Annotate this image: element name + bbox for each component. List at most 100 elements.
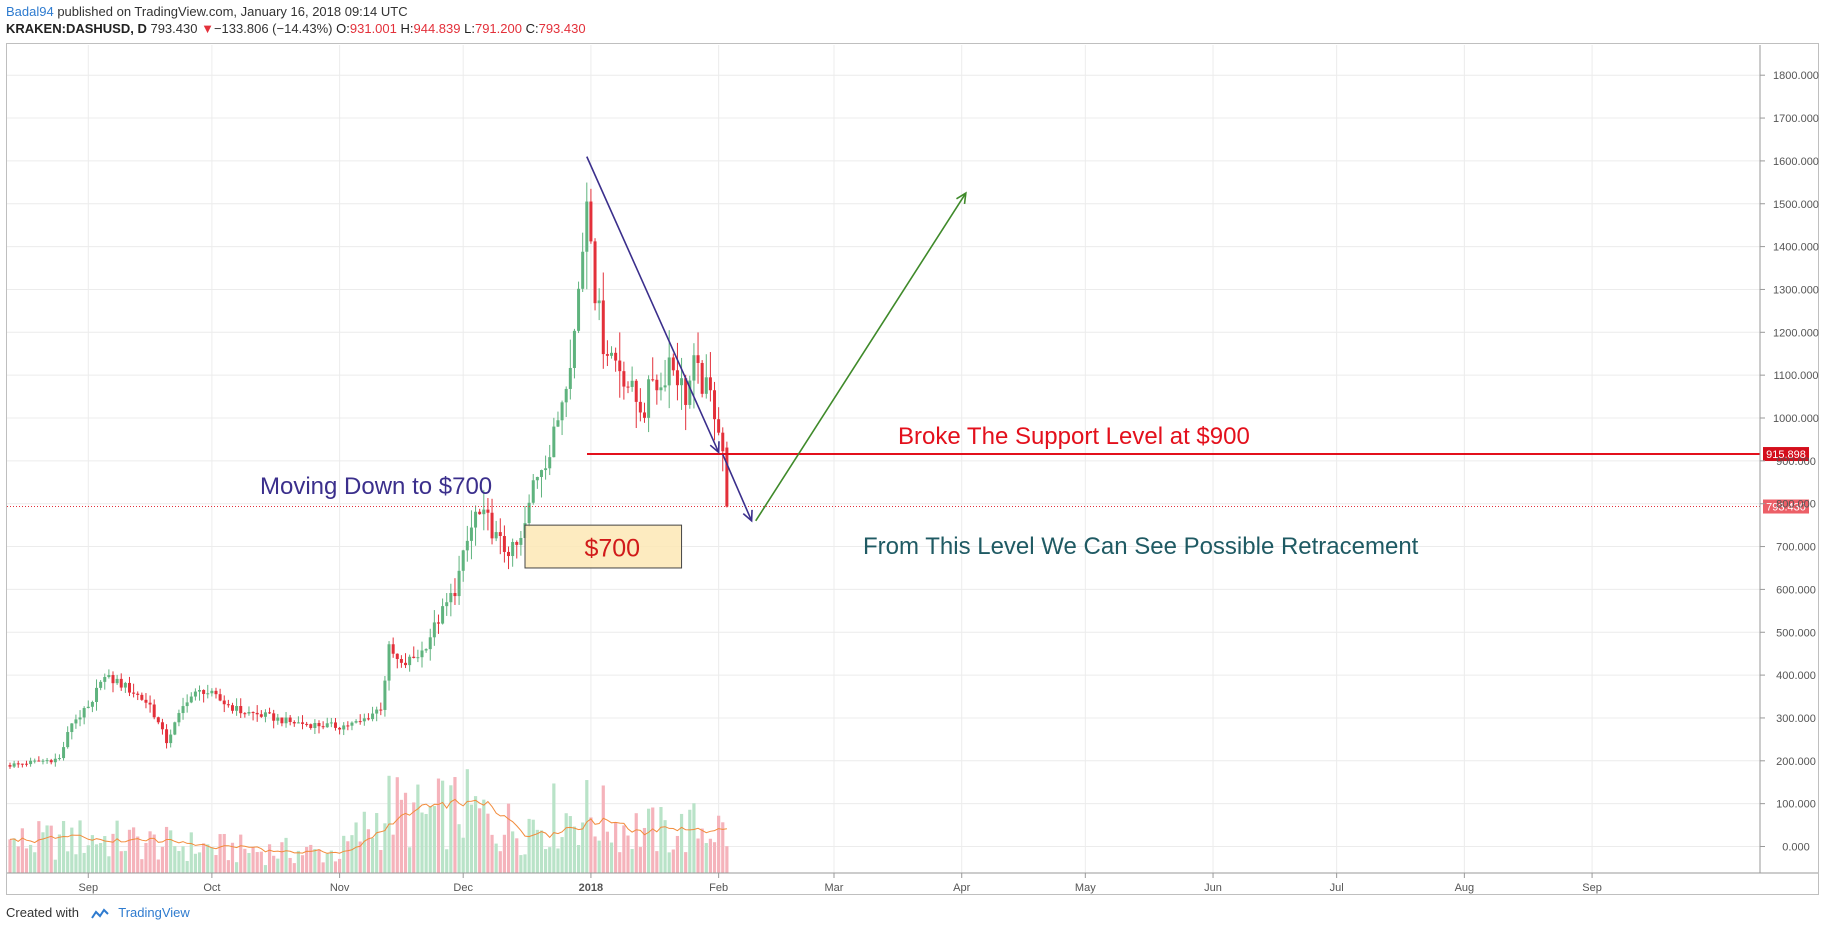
candle-body [379,709,383,711]
volume-bar [655,851,659,873]
volume-bar [366,829,371,873]
volume-bar [515,838,519,873]
candle-body [461,550,465,571]
candle-body [82,708,86,718]
time-tick-label: Jun [1204,882,1222,894]
time-tick-label: Feb [709,882,728,894]
price-tick-label: 900.000 [1776,456,1816,468]
candle-body [511,541,515,557]
price-chart[interactable]: 915.898 793.430 Broke The Support Level a… [0,0,1824,900]
candle-body [53,758,57,763]
volume-bar [445,849,449,873]
candle-body [556,420,560,427]
volume-bar [251,847,255,873]
price-tick-label: 300.000 [1776,713,1816,725]
volume-bar [280,842,284,873]
grid-lines [7,45,1760,873]
price-tick-label: 0.000 [1782,842,1810,854]
volume-bar [329,850,333,873]
volume-bar [317,849,321,873]
volume-bar [428,806,432,873]
candle-body [404,662,408,666]
candle-body [618,360,622,372]
candle-body [70,723,74,733]
candlesticks [8,182,729,769]
candle-body [189,696,193,703]
price-levels: 915.898 793.430 [7,447,1809,514]
candle-body [713,390,717,420]
price-tick-label: 200.000 [1776,756,1816,768]
volume-bar [700,828,704,873]
author-link[interactable]: Badal94 [6,4,54,19]
volume-bar [581,822,585,873]
candle-body [16,763,20,765]
candle-body [350,722,354,726]
volume-bar [539,830,544,873]
candle-body [45,760,49,762]
candle-body [280,717,284,724]
volume-bar [202,843,206,873]
volume-bar [226,860,230,873]
volume-bar [99,843,103,873]
candle-body [375,709,379,714]
volume-bar [354,822,358,873]
time-tick-label: May [1075,882,1096,894]
annotation-retracement: From This Level We Can See Possible Retr… [863,533,1419,560]
downtrend-arrow [586,156,720,453]
candle-body [66,732,70,748]
volume-bar [478,808,482,873]
volume-bar [375,813,379,873]
volume-bar [461,837,465,873]
candle-body [449,593,453,603]
candle-body [136,693,140,695]
volume-bar [416,784,420,873]
candle-body [651,379,655,381]
chart-frame[interactable] [6,43,1819,895]
candle-body [12,763,16,767]
candle-body [642,412,646,418]
annotation-zone-price: $700 [584,535,640,563]
candle-body [292,721,296,724]
low-value: 791.200 [474,21,522,36]
candle-body [272,713,276,721]
volume-bar [692,803,696,873]
volume-bar [255,852,259,873]
candle-body [86,706,90,709]
volume-bar [296,850,300,873]
candle-body [358,721,362,723]
open-value: 931.001 [349,21,397,36]
volume-bar [498,851,502,873]
candle-body [507,551,511,557]
volume-bar [609,842,614,873]
volume-bar [688,809,692,873]
volume-bar [408,847,412,873]
volume-bar [82,852,86,873]
volume-bar [74,854,78,873]
volume-bar [420,812,424,873]
candle-body [301,722,305,724]
candle-body [78,717,82,720]
time-axis: Sep Oct Nov Dec 2018 Feb Mar Apr May Jun Jul Aug Sep [7,872,1818,894]
volume-bar [177,851,181,873]
tradingview-link[interactable]: TradingView [118,905,190,920]
candle-body [634,380,638,402]
volume-bar [193,853,197,873]
candle-body [568,367,572,389]
candle-body [412,656,416,658]
volume-bar [576,845,581,873]
candle-body [436,622,440,624]
candle-body [605,354,609,356]
candle-body [474,511,478,528]
volume-bar [379,850,383,873]
volume-bar [725,846,729,873]
volume-bar [358,841,362,873]
candle-body [41,760,45,762]
time-tick-label: Jul [1330,882,1344,894]
candle-body [317,723,321,727]
drop-arrow-head [742,509,753,523]
volume-bar [647,808,651,873]
close-value: 793.430 [538,21,586,36]
volume-bar [160,846,165,873]
volume-bar [511,831,515,873]
candle-body [366,718,370,720]
